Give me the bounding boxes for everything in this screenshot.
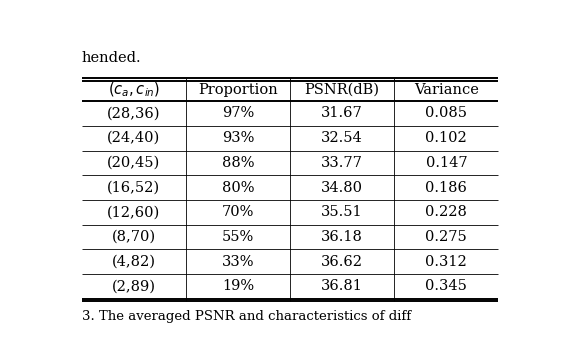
Text: 36.62: 36.62	[321, 255, 363, 269]
Text: 88%: 88%	[222, 156, 254, 170]
Text: (2,89): (2,89)	[112, 279, 156, 293]
Text: 3. The averaged PSNR and characteristics of diff: 3. The averaged PSNR and characteristics…	[82, 310, 411, 322]
Text: 31.67: 31.67	[321, 107, 363, 120]
Text: (28,36): (28,36)	[107, 107, 161, 120]
Text: 36.18: 36.18	[321, 230, 363, 244]
Text: (16,52): (16,52)	[107, 181, 160, 195]
Text: 33%: 33%	[222, 255, 254, 269]
Text: 0.147: 0.147	[426, 156, 467, 170]
Text: 0.085: 0.085	[425, 107, 468, 120]
Text: 0.102: 0.102	[426, 131, 467, 145]
Text: hended.: hended.	[82, 51, 142, 65]
Text: (12,60): (12,60)	[107, 205, 160, 219]
Text: $(c_a, c_{in})$: $(c_a, c_{in})$	[108, 80, 160, 99]
Text: 0.228: 0.228	[426, 205, 468, 219]
Text: Variance: Variance	[414, 82, 479, 97]
Text: 35.51: 35.51	[321, 205, 363, 219]
Text: 32.54: 32.54	[321, 131, 363, 145]
Text: 93%: 93%	[222, 131, 254, 145]
Text: 70%: 70%	[222, 205, 254, 219]
Text: (4,82): (4,82)	[112, 255, 156, 269]
Text: 0.186: 0.186	[426, 181, 468, 195]
Text: 19%: 19%	[222, 279, 254, 293]
Text: 0.345: 0.345	[426, 279, 468, 293]
Text: PSNR(dB): PSNR(dB)	[305, 82, 380, 97]
Text: 34.80: 34.80	[321, 181, 363, 195]
Text: 80%: 80%	[222, 181, 254, 195]
Text: (24,40): (24,40)	[107, 131, 160, 145]
Text: Proportion: Proportion	[198, 82, 278, 97]
Text: (8,70): (8,70)	[112, 230, 156, 244]
Text: 0.275: 0.275	[426, 230, 467, 244]
Text: 97%: 97%	[222, 107, 254, 120]
Text: 33.77: 33.77	[321, 156, 363, 170]
Text: 55%: 55%	[222, 230, 254, 244]
Text: 36.81: 36.81	[321, 279, 363, 293]
Text: (20,45): (20,45)	[107, 156, 160, 170]
Text: 0.312: 0.312	[426, 255, 467, 269]
